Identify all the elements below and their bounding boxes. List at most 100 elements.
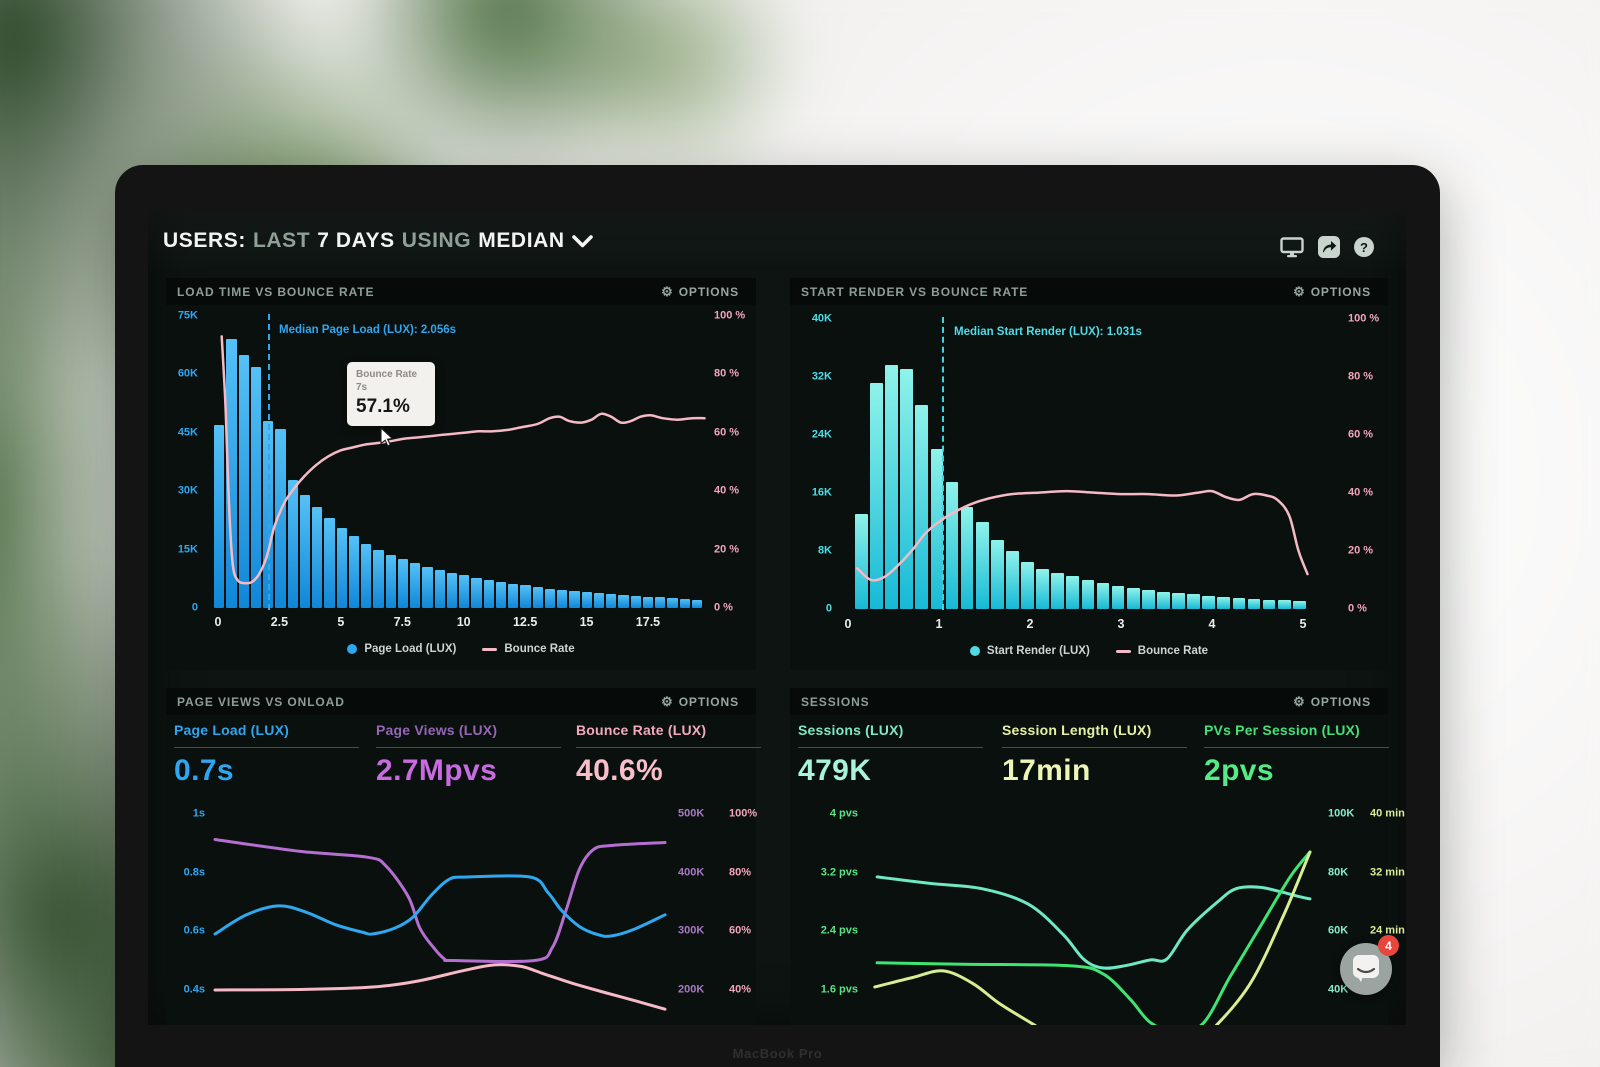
histogram-bar[interactable]	[606, 593, 617, 608]
histogram-bar[interactable]	[691, 599, 703, 608]
histogram-bar[interactable]	[483, 579, 494, 608]
histogram-bar[interactable]	[287, 479, 298, 608]
histogram-bar[interactable]	[915, 405, 929, 609]
chart-tooltip: Bounce Rate 7s 57.1%	[347, 362, 435, 426]
metric-sessions: Sessions (LUX) 479K	[798, 722, 983, 788]
histogram-bar[interactable]	[1111, 585, 1125, 609]
options-button-start-render[interactable]: ⚙ OPTIONS	[1287, 284, 1377, 300]
histogram-bar[interactable]	[275, 428, 286, 608]
metric-pvs-per-session: PVs Per Session (LUX) 2pvs	[1204, 722, 1389, 788]
axis-tick: 15K	[177, 543, 198, 556]
histogram-bar[interactable]	[1217, 596, 1231, 609]
histogram-bar[interactable]	[667, 598, 678, 608]
histogram-bar[interactable]	[1262, 599, 1276, 609]
histogram-bar[interactable]	[373, 549, 384, 608]
options-button-load-time[interactable]: ⚙ OPTIONS	[655, 284, 745, 300]
metric-value: 2.7Mpvs	[376, 754, 498, 787]
histogram-bar[interactable]	[618, 595, 629, 608]
histogram-bar[interactable]	[1081, 579, 1095, 609]
histogram-bar[interactable]	[1126, 587, 1140, 609]
histogram-bar[interactable]	[885, 365, 898, 609]
histogram-bar[interactable]	[544, 588, 556, 608]
histogram-bar[interactable]	[1006, 550, 1019, 609]
axis-tick: 5	[337, 614, 345, 629]
histogram-bar[interactable]	[348, 535, 360, 608]
help-icon[interactable]: ?	[1354, 237, 1374, 257]
histogram-bar[interactable]	[422, 567, 433, 608]
histogram-bar[interactable]	[1036, 568, 1049, 609]
histogram-bar[interactable]	[250, 366, 262, 608]
histogram-bar[interactable]	[1232, 598, 1246, 609]
metric-label: Page Views (LUX)	[376, 722, 498, 738]
histogram-bar[interactable]	[495, 581, 507, 608]
histogram-bar[interactable]	[1021, 561, 1034, 609]
metric-value: 2pvs	[1204, 754, 1274, 787]
panel-header: LOAD TIME VS BOUNCE RATE ⚙ OPTIONS	[166, 278, 756, 305]
histogram-bar[interactable]	[520, 585, 531, 608]
histogram-bar[interactable]	[1157, 591, 1170, 609]
histogram-bar[interactable]	[397, 559, 409, 608]
histogram-bar[interactable]	[655, 597, 666, 608]
histogram-bar[interactable]	[1202, 595, 1216, 609]
panel-title: SESSIONS	[801, 694, 870, 709]
histogram-bar[interactable]	[569, 590, 580, 608]
histogram-bar[interactable]	[446, 572, 458, 608]
options-label: OPTIONS	[1310, 284, 1371, 299]
histogram-bar[interactable]	[410, 563, 421, 608]
histogram-bar[interactable]	[990, 539, 1004, 609]
laptop: USERS: LAST 7 DAYS USING MEDIAN	[115, 165, 1440, 1067]
gear-icon: ⚙	[1293, 694, 1306, 709]
histogram-bar[interactable]	[593, 593, 605, 608]
histogram-bar[interactable]	[630, 595, 641, 608]
histogram-bar[interactable]	[581, 592, 592, 608]
histogram-bar[interactable]	[459, 575, 470, 608]
share-icon[interactable]	[1317, 236, 1341, 258]
histogram-bar[interactable]	[960, 507, 974, 609]
histogram-bar[interactable]	[975, 521, 989, 609]
histogram-bar[interactable]	[1051, 572, 1065, 609]
histogram-bar[interactable]	[945, 481, 959, 609]
histogram-bar[interactable]	[870, 383, 883, 609]
histogram-bar[interactable]	[900, 368, 914, 609]
histogram-bar[interactable]	[1172, 592, 1185, 609]
histogram-bar[interactable]	[1187, 594, 1200, 609]
histogram-bar[interactable]	[1141, 590, 1155, 609]
histogram-bar[interactable]	[855, 514, 868, 609]
options-button-page-views[interactable]: ⚙ OPTIONS	[655, 694, 745, 710]
histogram-bar[interactable]	[1066, 576, 1080, 609]
histogram-bar[interactable]	[361, 543, 372, 608]
axis-tick: 60K	[1328, 924, 1349, 937]
histogram-bar[interactable]	[508, 583, 519, 608]
histogram-bar[interactable]	[1277, 600, 1291, 609]
histogram-bar[interactable]	[336, 528, 347, 608]
time-range-dropdown[interactable]: USERS: LAST 7 DAYS USING MEDIAN	[163, 229, 593, 253]
chevron-down-icon	[571, 234, 593, 247]
histogram-bar[interactable]	[1096, 582, 1110, 609]
histogram-bar[interactable]	[226, 339, 237, 608]
histogram-bar[interactable]	[557, 589, 568, 608]
options-button-sessions[interactable]: ⚙ OPTIONS	[1287, 694, 1377, 710]
histogram-bar[interactable]	[532, 586, 543, 608]
histogram-bar[interactable]	[642, 596, 654, 608]
median-line-start-render	[942, 317, 944, 610]
monitor-icon[interactable]	[1280, 236, 1304, 258]
histogram-bar[interactable]	[312, 506, 323, 608]
legend-dot-page-load	[347, 644, 358, 654]
histogram-bar[interactable]	[1247, 598, 1261, 609]
axis-tick: 40%	[729, 983, 752, 996]
histogram-bar[interactable]	[214, 425, 225, 608]
metric-value: 0.7s	[174, 754, 234, 787]
histogram-bar[interactable]	[385, 555, 396, 608]
histogram-bar[interactable]	[679, 599, 690, 608]
axis-tick: 60K	[177, 367, 198, 380]
chat-widget-button[interactable]: 4	[1340, 935, 1399, 995]
histogram-bar[interactable]	[1292, 600, 1306, 609]
histogram-bar[interactable]	[434, 569, 445, 608]
histogram-bar[interactable]	[299, 495, 311, 608]
axis-tick: 32 min	[1370, 866, 1405, 879]
histogram-bar[interactable]	[324, 518, 335, 608]
histogram-bar[interactable]	[238, 354, 249, 608]
axis-tick: 100K	[1328, 807, 1355, 820]
histogram-bar[interactable]	[471, 577, 482, 608]
title-using: USING	[401, 229, 472, 252]
